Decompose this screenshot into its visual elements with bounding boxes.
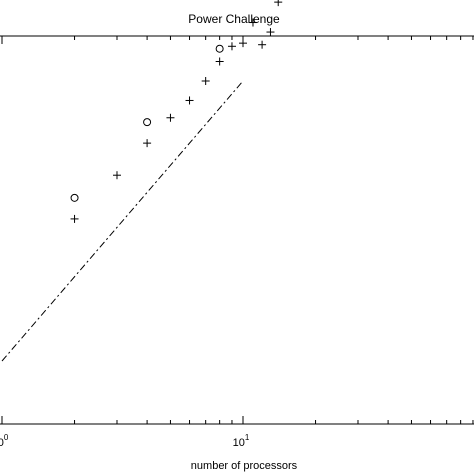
data-point-circle [70,193,79,202]
reference-line [1,80,244,362]
chart-title: Power Challenge [188,12,280,26]
x-tick-label-base: 10 [0,437,4,449]
marks [1,0,283,362]
axes-frame [0,35,474,425]
data-point-plus [227,42,236,51]
x-tick-label-exponent: 0 [4,433,9,442]
data-point-plus [201,77,210,86]
data-point-plus [112,171,121,180]
x-tick-label-base: 10 [233,437,245,449]
ticks: 100101 [0,36,474,449]
x-tick-label: 100 [0,433,9,449]
data-point-circle [143,118,152,127]
data-point-plus [185,96,194,105]
data-point-plus [215,57,224,66]
data-point-plus [248,18,257,27]
data-point-plus [239,39,247,48]
plot-area [0,35,474,425]
data-point-plus [70,214,79,223]
data-point-plus [166,113,175,122]
data-point-plus [143,139,152,148]
data-point-circle [215,44,224,53]
x-tick-label-exponent: 1 [245,433,250,442]
data-point-plus [266,28,275,37]
x-tick-label: 101 [233,433,250,449]
data-point-plus [258,40,267,49]
data-point-plus [274,0,283,7]
x-axis-label: number of processors [191,460,298,472]
